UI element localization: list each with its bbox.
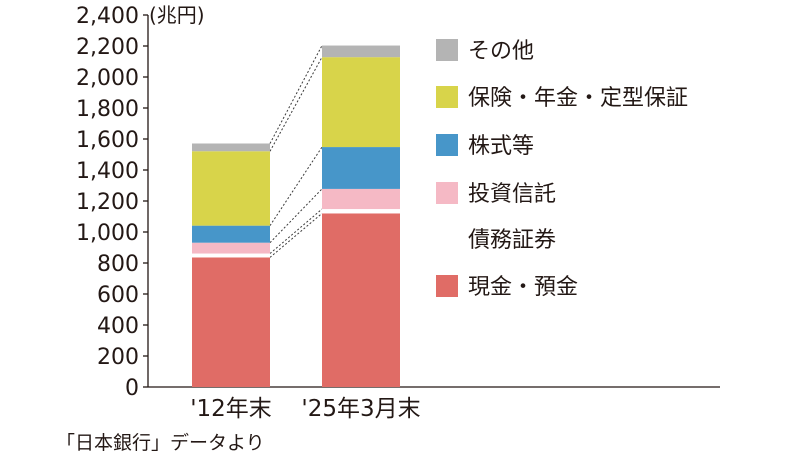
legend-swatch — [436, 86, 458, 108]
y-tick-label: 400 — [97, 314, 139, 339]
source-note: 「日本銀行」データより — [56, 432, 265, 454]
connector-line — [269, 188, 323, 244]
bar-segment — [322, 188, 400, 210]
y-tick-label: 1,000 — [76, 221, 139, 246]
y-tick-label: 600 — [97, 283, 139, 308]
y-tick-label: 1,600 — [76, 128, 139, 153]
connector-line — [269, 208, 323, 254]
y-tick-label: 1,400 — [76, 159, 139, 184]
x-category-label: '25年3月末 — [301, 396, 420, 422]
connector-line — [269, 45, 323, 144]
x-category-label: '12年末 — [190, 396, 272, 422]
legend-label: 債務証券 — [468, 228, 556, 253]
y-tick-label: 0 — [125, 376, 139, 401]
y-tick-label: 2,000 — [76, 66, 139, 91]
x-axis-labels: '12年末 '25年3月末 — [190, 396, 420, 422]
connector-line — [269, 56, 323, 152]
bar-segment — [322, 45, 400, 58]
bar-segment — [192, 253, 270, 258]
y-axis: 0 200 400 600 800 1,000 1,200 1,400 1,600 1,800 2,… — [76, 4, 720, 401]
bar-segment — [192, 225, 270, 243]
legend-swatch — [436, 182, 458, 204]
y-tick-label: 1,800 — [76, 97, 139, 122]
bar-segment — [192, 143, 270, 152]
connector-lines — [269, 45, 323, 258]
bars — [192, 45, 400, 387]
legend-label: 投資信託 — [468, 182, 556, 207]
y-tick-label: 1,200 — [76, 190, 139, 215]
legend-swatch — [436, 134, 458, 156]
bar-segment — [322, 57, 400, 148]
bar-segment — [192, 151, 270, 226]
bar-segment — [322, 213, 400, 387]
legend-label: その他 — [468, 39, 534, 64]
bar-segment — [192, 257, 270, 387]
bar-segment — [322, 209, 400, 214]
legend-label: 保険・年金・定型保証 — [468, 86, 688, 111]
bar-segment — [322, 147, 400, 189]
connector-line — [269, 213, 323, 258]
legend-label: 株式等 — [468, 134, 534, 159]
bar-segment — [192, 242, 270, 254]
y-tick-label: 200 — [97, 345, 139, 370]
y-tick-label: 2,400 — [76, 4, 139, 29]
legend-label: 現金・預金 — [468, 275, 578, 300]
y-tick-label: 2,200 — [76, 35, 139, 60]
y-tick-label: 800 — [97, 252, 139, 277]
legend-swatch — [436, 39, 458, 61]
y-axis-unit: (兆円) — [149, 3, 205, 27]
legend-swatch — [436, 275, 458, 297]
connector-line — [269, 146, 323, 226]
